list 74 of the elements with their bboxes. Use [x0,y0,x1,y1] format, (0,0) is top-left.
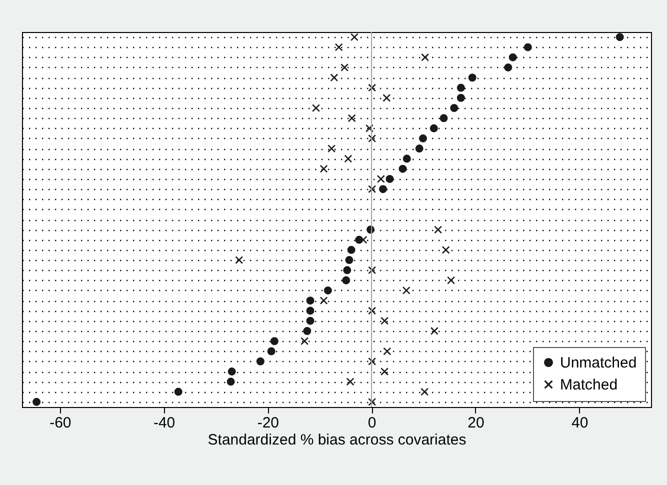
point [450,104,458,112]
point [303,326,312,335]
point [383,347,392,356]
legend-label: Matched [560,376,618,394]
point [386,174,394,183]
point [456,84,465,92]
point [430,326,438,335]
legend-label: Unmatched [560,354,637,372]
x-tick-label: -20 [257,414,280,432]
point [415,144,424,153]
point [434,226,442,234]
point [468,74,476,82]
point [300,337,309,346]
point [376,174,385,183]
point [324,286,332,294]
point [328,144,336,153]
x-tick-label: 0 [368,414,376,432]
point [402,154,411,163]
x-tick-label: -60 [50,414,72,432]
x-tick-label: 40 [571,414,588,432]
point [378,185,387,194]
point [330,74,338,82]
point [312,104,320,112]
point [508,53,517,62]
point [440,114,448,122]
point [306,296,314,305]
point [306,306,314,315]
point [430,124,438,132]
point [380,316,389,325]
point [456,94,465,102]
x-tick-label: 20 [468,414,484,432]
point [616,33,624,42]
point [235,256,244,264]
point [447,276,456,284]
x-axis-title: Standardized % bias across covariates [208,432,466,448]
point [32,398,41,406]
point [306,316,314,325]
point [365,124,374,132]
point [442,246,450,254]
point [334,43,343,52]
point [348,114,356,122]
point [420,388,429,396]
point [350,33,358,42]
point [343,266,352,274]
point [368,266,376,274]
point [368,398,376,406]
point [344,154,352,163]
point [342,276,350,284]
point [368,357,376,366]
point [270,337,278,346]
point [320,296,328,305]
point [347,246,356,254]
point [421,53,430,62]
point [368,134,376,142]
point [267,347,276,356]
point [398,164,407,173]
point [368,84,376,92]
point [380,368,389,376]
point [320,164,328,173]
point [418,134,427,142]
point [504,63,512,72]
point [256,357,264,366]
x-tick-label: -40 [153,414,176,432]
point [402,286,410,294]
point [228,368,236,376]
point [174,388,182,396]
point [226,378,235,386]
point [368,306,376,315]
point [524,43,532,52]
point [368,185,376,194]
point [345,256,354,264]
point [346,378,354,386]
point [382,94,391,102]
point [340,63,349,72]
